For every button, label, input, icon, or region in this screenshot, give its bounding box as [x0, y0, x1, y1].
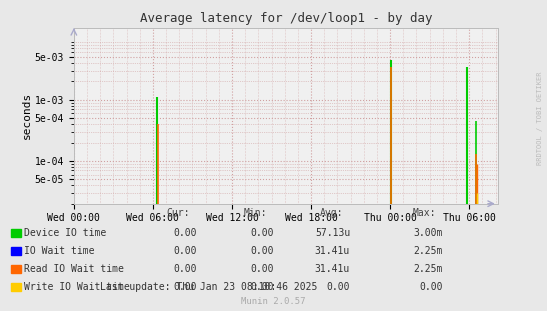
Text: 0.00: 0.00: [173, 228, 197, 238]
Text: 0.00: 0.00: [173, 246, 197, 256]
Text: 0.00: 0.00: [250, 264, 274, 274]
Text: Min:: Min:: [243, 208, 267, 218]
Text: 2.25m: 2.25m: [414, 264, 443, 274]
Text: Last update: Thu Jan 23 08:10:46 2025: Last update: Thu Jan 23 08:10:46 2025: [100, 282, 317, 292]
Text: Read IO Wait time: Read IO Wait time: [24, 264, 124, 274]
Text: 0.00: 0.00: [173, 282, 197, 292]
Text: 0.00: 0.00: [250, 228, 274, 238]
Text: 31.41u: 31.41u: [315, 246, 350, 256]
Text: 2.25m: 2.25m: [414, 246, 443, 256]
Y-axis label: seconds: seconds: [22, 92, 32, 139]
Text: 31.41u: 31.41u: [315, 264, 350, 274]
Text: 0.00: 0.00: [250, 282, 274, 292]
Text: RRDTOOL / TOBI OETIKER: RRDTOOL / TOBI OETIKER: [537, 72, 543, 165]
Text: 3.00m: 3.00m: [414, 228, 443, 238]
Text: IO Wait time: IO Wait time: [24, 246, 95, 256]
Text: Write IO Wait time: Write IO Wait time: [24, 282, 130, 292]
Title: Average latency for /dev/loop1 - by day: Average latency for /dev/loop1 - by day: [139, 12, 432, 26]
Text: Max:: Max:: [413, 208, 437, 218]
Text: Device IO time: Device IO time: [24, 228, 106, 238]
Text: Cur:: Cur:: [167, 208, 190, 218]
Text: Munin 2.0.57: Munin 2.0.57: [241, 297, 306, 306]
Text: 0.00: 0.00: [173, 264, 197, 274]
Text: 0.00: 0.00: [250, 246, 274, 256]
Text: 57.13u: 57.13u: [315, 228, 350, 238]
Text: 0.00: 0.00: [420, 282, 443, 292]
Text: 0.00: 0.00: [327, 282, 350, 292]
Text: Avg:: Avg:: [320, 208, 344, 218]
